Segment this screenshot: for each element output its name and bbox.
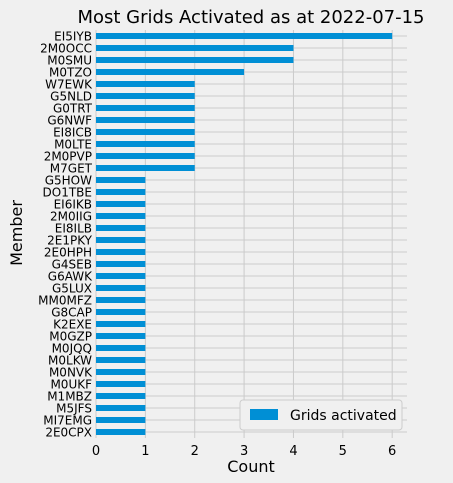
- x-tick-label: 0: [92, 444, 100, 459]
- bar: [96, 213, 145, 219]
- bar: [96, 381, 145, 387]
- bar: [96, 45, 293, 51]
- bar: [96, 105, 195, 111]
- chart-title: Most Grids Activated as at 2022-07-15: [77, 7, 424, 28]
- bar: [96, 321, 145, 327]
- x-tick-label: 5: [339, 444, 347, 459]
- y-tick-labels: EI5IYB2M0OCCM0SMUM0TZOW7EWKG5NLDG0TRTG6N…: [38, 29, 93, 439]
- bar: [96, 417, 145, 423]
- bar: [96, 357, 145, 363]
- bar: [96, 261, 145, 267]
- bar: [96, 297, 145, 303]
- bar: [96, 81, 195, 87]
- legend-label: Grids activated: [290, 408, 397, 424]
- bar: [96, 333, 145, 339]
- bar: [96, 285, 145, 291]
- bar: [96, 237, 145, 243]
- bar: [96, 369, 145, 375]
- bar: [96, 117, 195, 123]
- legend-swatch: [250, 409, 278, 420]
- bar: [96, 429, 145, 435]
- bar: [96, 129, 195, 135]
- bar: [96, 93, 195, 99]
- bar: [96, 225, 145, 231]
- bar: [96, 201, 145, 207]
- x-tick-label: 2: [191, 444, 199, 459]
- bar: [96, 57, 293, 63]
- x-tick-label: 1: [141, 444, 149, 459]
- bar: [96, 189, 145, 195]
- bar: [96, 309, 145, 315]
- y-axis-label: Member: [7, 200, 26, 266]
- bar: [96, 405, 145, 411]
- bar: [96, 153, 195, 159]
- bar: [96, 69, 244, 75]
- bar: [96, 273, 145, 279]
- bar: [96, 393, 145, 399]
- bar: [96, 141, 195, 147]
- bar: [96, 249, 145, 255]
- x-tick-label: 6: [388, 444, 396, 459]
- y-tick-label: 2E0CPX: [45, 425, 92, 439]
- bar: [96, 165, 195, 171]
- bar: [96, 345, 145, 351]
- x-axis-label: Count: [227, 457, 275, 476]
- legend: Grids activated: [240, 400, 402, 430]
- x-tick-label: 4: [289, 444, 297, 459]
- grid-lines: [96, 30, 407, 438]
- bar: [96, 33, 392, 39]
- bar: [96, 177, 145, 183]
